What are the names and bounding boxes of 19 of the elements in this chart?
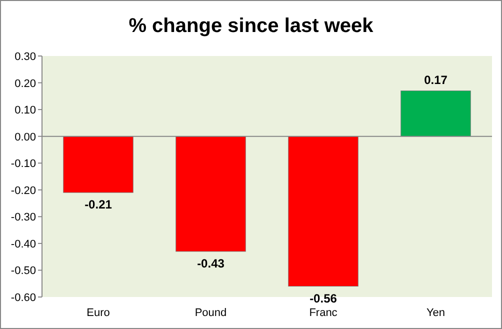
x-tick-label: Franc (309, 307, 338, 319)
data-label: -0.21 (84, 198, 112, 212)
data-label: 0.17 (424, 72, 448, 87)
y-tick-label: -0.60 (10, 292, 36, 304)
y-tick-label: 0.10 (14, 104, 36, 117)
x-tick-label: Euro (86, 307, 110, 319)
y-tick-label: 0.00 (14, 131, 36, 144)
x-tick-label: Pound (194, 307, 227, 319)
y-tick-label: -0.20 (10, 184, 36, 197)
y-tick-label: -0.40 (10, 238, 36, 250)
y-tick-label: 0.20 (14, 78, 36, 90)
x-tick-label: Yen (426, 307, 446, 319)
data-label: -0.56 (310, 291, 338, 306)
chart-title: % change since last week (128, 15, 374, 37)
y-tick-label: -0.10 (10, 158, 36, 170)
y-tick-label: -0.50 (10, 265, 36, 278)
y-tick-label: 0.30 (14, 51, 36, 63)
y-tick-label: -0.30 (10, 212, 36, 224)
data-label: -0.43 (197, 256, 225, 270)
